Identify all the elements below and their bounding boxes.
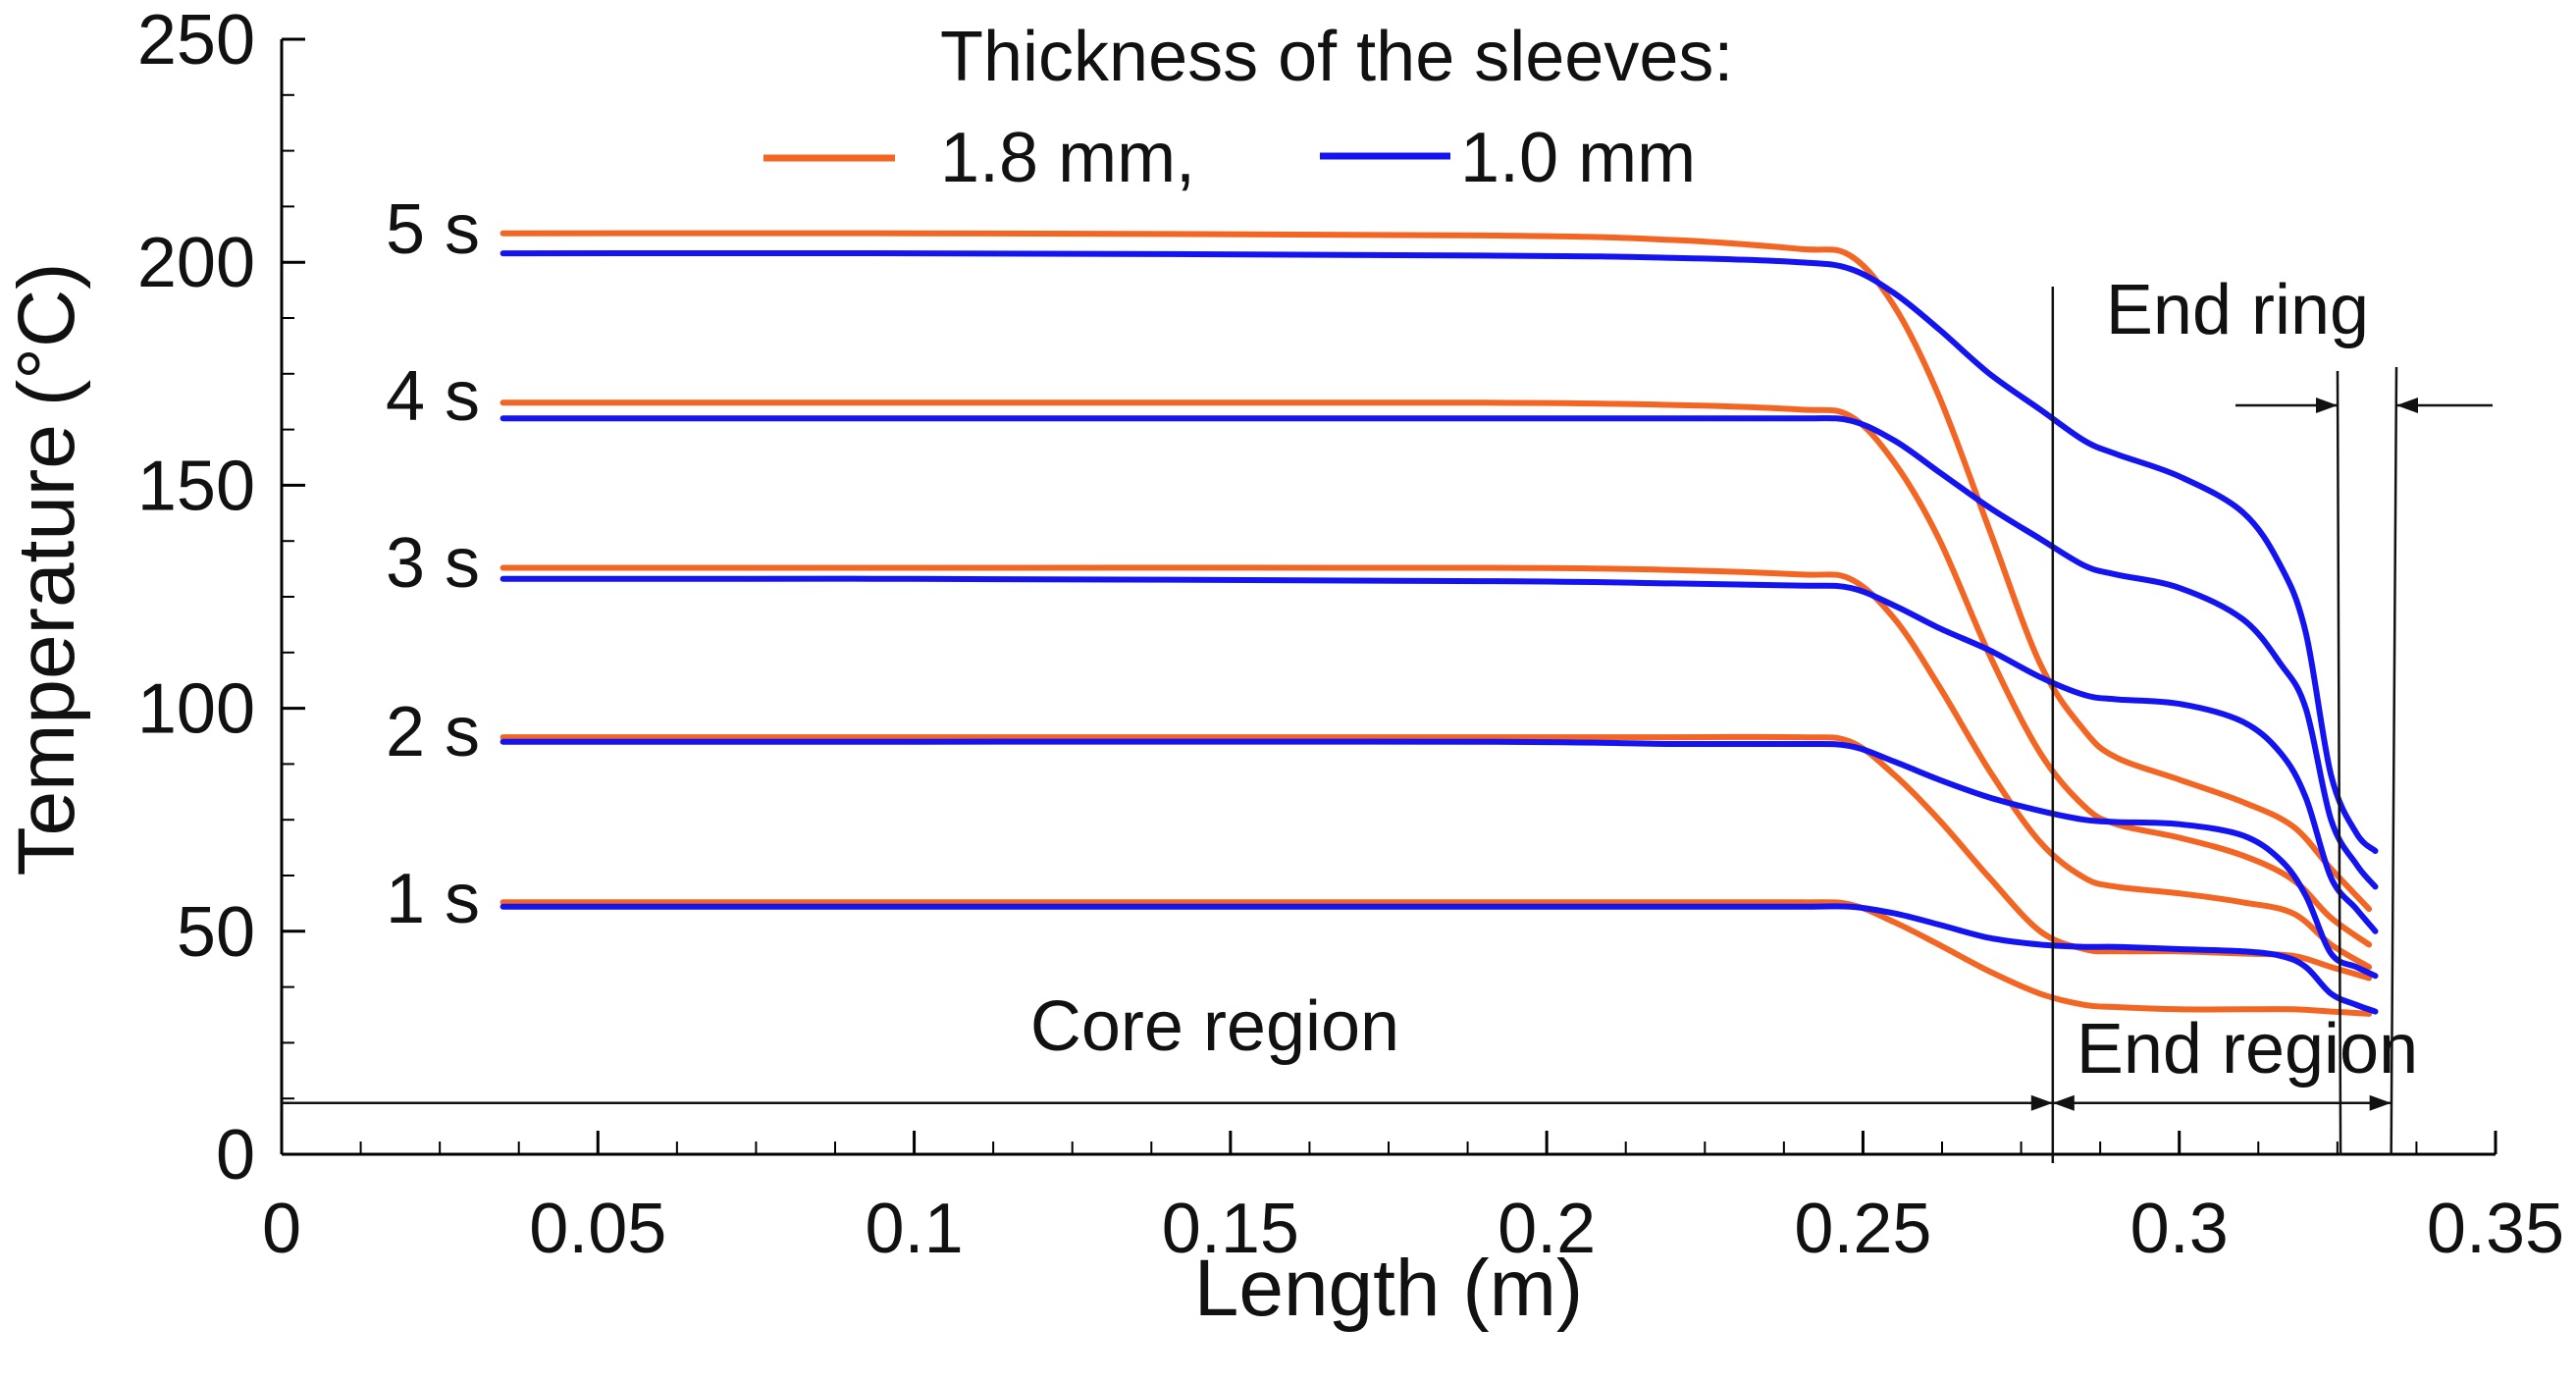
- time-label-4s: 4 s: [386, 357, 480, 436]
- series-line-1-0-mm-5s: [499, 249, 2379, 854]
- y-tick-label: 100: [137, 670, 255, 749]
- end-region-arrowhead-right: [2369, 1094, 2392, 1111]
- x-tick-label: 0.3: [2130, 1190, 2229, 1268]
- series-line-1-0-mm-2s: [499, 738, 2379, 980]
- x-tick-label: 0.35: [2427, 1190, 2564, 1268]
- core-region-arrowhead: [2030, 1094, 2053, 1111]
- series-line-1-8-mm-5s: [499, 230, 2373, 913]
- series-line-1-8-mm-2s: [499, 733, 2373, 982]
- y-tick-label: 50: [177, 893, 255, 972]
- series-line-1-8-mm-3s: [499, 564, 2373, 971]
- legend-label-1-0mm: 1.0 mm: [1460, 119, 1696, 197]
- series-lines: [499, 230, 2379, 1017]
- series-line-1-8-mm-1s: [499, 899, 2373, 1017]
- y-tick-label: 250: [137, 1, 255, 80]
- x-tick-label: 0.05: [529, 1190, 666, 1268]
- x-tick-label: 0.1: [866, 1190, 964, 1268]
- y-axis-title-unit: (°C): [2, 263, 91, 407]
- series-line-1-0-mm-4s: [499, 415, 2379, 890]
- y-tick-label: 150: [137, 447, 255, 525]
- axes: 0 0.05 0.1 0.15 0.2 0.25 0.3 0.35 0 50 100 150 200 2…: [137, 1, 2564, 1268]
- legend: Thickness of the sleeves: 1.8 mm, 1.0 mm: [763, 18, 1733, 197]
- end-ring-arrowhead-left: [2316, 398, 2338, 413]
- region-markers: [282, 287, 2493, 1163]
- end-ring-boundary-right: [2390, 366, 2398, 1156]
- series-line-1-8-mm-4s: [499, 399, 2373, 948]
- time-label-3s: 3 s: [386, 524, 480, 603]
- end-region-label: End region: [2077, 1010, 2418, 1089]
- series-line-1-0-mm-1s: [499, 903, 2379, 1015]
- x-tick-label: 0.15: [1162, 1190, 1299, 1268]
- end-region-arrowhead-left: [2052, 1094, 2075, 1111]
- time-label-5s: 5 s: [386, 190, 480, 269]
- time-label-2s: 2 s: [386, 693, 480, 771]
- time-labels: 5 s 4 s 3 s 2 s 1 s: [386, 190, 480, 938]
- y-axis-title: Temperature (°C): [2, 263, 91, 876]
- y-tick-label: 200: [137, 224, 255, 302]
- end-ring-arrowhead-right: [2396, 398, 2418, 413]
- series-line-1-0-mm-3s: [499, 575, 2379, 934]
- legend-label-1-8mm: 1.8 mm,: [940, 119, 1195, 197]
- x-tick-label: 0.25: [1794, 1190, 1931, 1268]
- y-ticks: 0 50 100 150 200 250: [137, 1, 305, 1195]
- y-axis-title-label: Temperature: [2, 424, 91, 876]
- x-tick-label: 0.2: [1498, 1190, 1596, 1268]
- x-ticks: 0 0.05 0.1 0.15 0.2 0.25 0.3 0.35: [262, 1131, 2564, 1268]
- y-tick-label: 0: [216, 1116, 255, 1195]
- legend-title: Thickness of the sleeves:: [940, 18, 1733, 96]
- time-label-1s: 1 s: [386, 860, 480, 938]
- x-axis-title: Length (m): [1194, 1244, 1584, 1333]
- core-region-label: Core region: [1030, 987, 1399, 1066]
- x-tick-label: 0: [262, 1190, 301, 1268]
- end-ring-boundary-left: [2336, 370, 2342, 1156]
- end-ring-label: End ring: [2106, 271, 2369, 349]
